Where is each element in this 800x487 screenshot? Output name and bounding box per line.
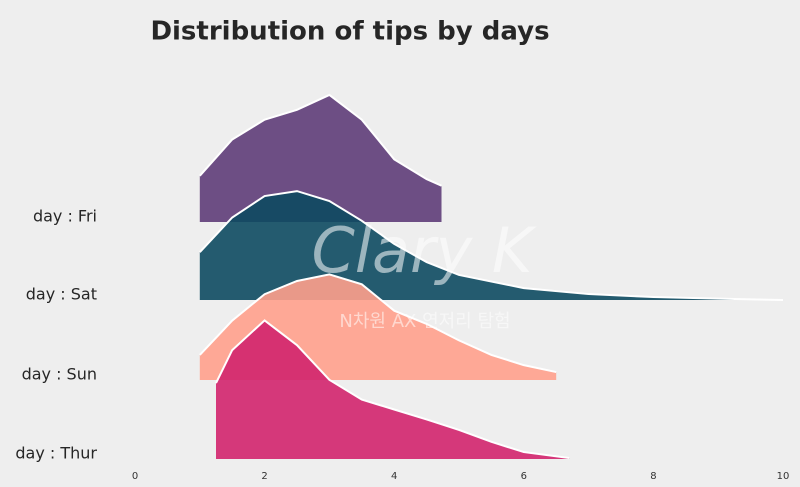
x-tick-label: 6: [521, 471, 527, 482]
ridge-area: [216, 320, 570, 459]
ridge-outline: [199, 93, 442, 187]
row-label: day : Thur: [15, 444, 97, 463]
x-tick-label: 8: [650, 471, 656, 482]
x-tick-label: 0: [132, 471, 138, 482]
row-label: day : Sat: [26, 285, 97, 304]
row-label: day : Fri: [33, 207, 97, 226]
x-tick-label: 4: [391, 471, 397, 482]
chart-title: Distribution of tips by days: [150, 17, 549, 47]
row-label: day : Sun: [22, 365, 97, 384]
ridge-area: [199, 94, 442, 222]
x-tick-label: 10: [777, 471, 790, 482]
x-tick-label: 2: [261, 471, 267, 482]
ridge-area: [199, 191, 784, 300]
ridge-outline: [199, 190, 784, 301]
ridge-outline: [215, 319, 570, 460]
watermark: N차원 AX 연저리 탐험: [339, 311, 510, 332]
ridge-outline: [199, 273, 557, 374]
watermark: Clary K: [311, 214, 536, 287]
